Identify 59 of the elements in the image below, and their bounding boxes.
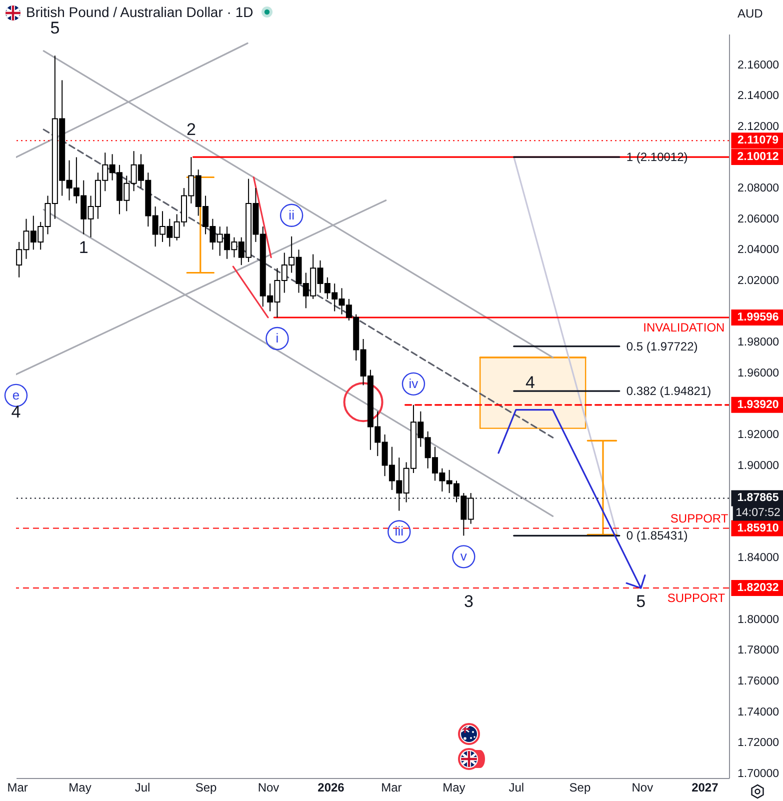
y-tick-label: 2.12000 xyxy=(738,120,780,133)
series-label: 1.93920 xyxy=(737,398,779,411)
series-label: 0 (1.85431) xyxy=(626,528,688,543)
y-tick-label: 1.80000 xyxy=(738,614,780,626)
annotation: 3 xyxy=(464,592,474,612)
annotation: INVALIDATION xyxy=(643,320,725,334)
x-tick-label: Jul xyxy=(508,780,524,794)
ref-line-label: 1.87865 xyxy=(737,492,780,504)
ref-line-label: 2.11079 xyxy=(738,134,778,147)
x-tick-label: May xyxy=(68,780,92,794)
annotation: 5 xyxy=(636,592,646,612)
x-tick-label: Mar xyxy=(381,780,402,794)
y-tick-label: 1.96000 xyxy=(738,367,780,380)
x-tick-label: Sep xyxy=(569,780,591,794)
y-tick-label: 1.90000 xyxy=(738,460,780,472)
annotation: v xyxy=(460,548,468,564)
annotation: iii xyxy=(394,524,404,539)
y-tick-label: 1.98000 xyxy=(738,336,780,349)
x-tick-label: Mar xyxy=(7,780,28,794)
annotation: 5 xyxy=(50,18,60,38)
annotation: 4 xyxy=(526,372,535,392)
ref-line-label: 1.85910 xyxy=(737,522,779,534)
y-tick-label: 1.70000 xyxy=(738,768,780,780)
legend-label: 2.10012 xyxy=(737,151,779,164)
y-tick-label: 1.78000 xyxy=(738,644,780,657)
y-tick-label: 1.76000 xyxy=(738,675,780,688)
y-tick-label: 1.92000 xyxy=(738,428,780,441)
y-tick-label: 2.02000 xyxy=(738,274,780,287)
annotation: e xyxy=(12,387,20,402)
y-tick-label: 2.04000 xyxy=(738,244,780,256)
ref-line-label: 1.82032 xyxy=(737,582,779,594)
x-tick-label: Sep xyxy=(195,780,218,794)
annotation: 1 xyxy=(78,238,88,258)
annotation: SUPPORT xyxy=(667,591,726,606)
x-tick-label: Nov xyxy=(632,780,654,794)
x-tick-label: May xyxy=(442,780,466,794)
annotation: iv xyxy=(408,376,419,391)
y-tick-label: 1.74000 xyxy=(738,706,780,718)
x-tick-label: 2026 xyxy=(318,780,345,794)
annotation: 2 xyxy=(186,120,196,140)
y-tick-label: 2.14000 xyxy=(738,90,780,102)
x-tick-label: Jul xyxy=(134,780,150,794)
y-axis-title: AUD xyxy=(738,6,764,20)
x-tick-label: 2027 xyxy=(692,780,719,794)
annotation: SUPPORT xyxy=(670,511,729,526)
y-tick-label: 2.06000 xyxy=(738,213,780,226)
x-tick-label: Nov xyxy=(258,780,280,794)
series-label: 0.382 (1.94821) xyxy=(626,384,712,398)
y-tick-label: 1.84000 xyxy=(738,552,780,564)
y-tick-label: 2.08000 xyxy=(738,182,780,195)
text: 14:07:52 xyxy=(736,507,780,520)
annotation: i xyxy=(276,330,279,346)
annotation: ii xyxy=(288,207,295,222)
annotation: 4 xyxy=(11,402,21,422)
y-tick-label: 1.72000 xyxy=(738,737,780,750)
series-label: 0.5 (1.97722) xyxy=(626,339,698,354)
chart-title: British Pound / Australian Dollar · 1D xyxy=(26,4,254,20)
y-tick-label: 2.16000 xyxy=(738,59,780,72)
series-label: 1.99596 xyxy=(737,311,779,324)
